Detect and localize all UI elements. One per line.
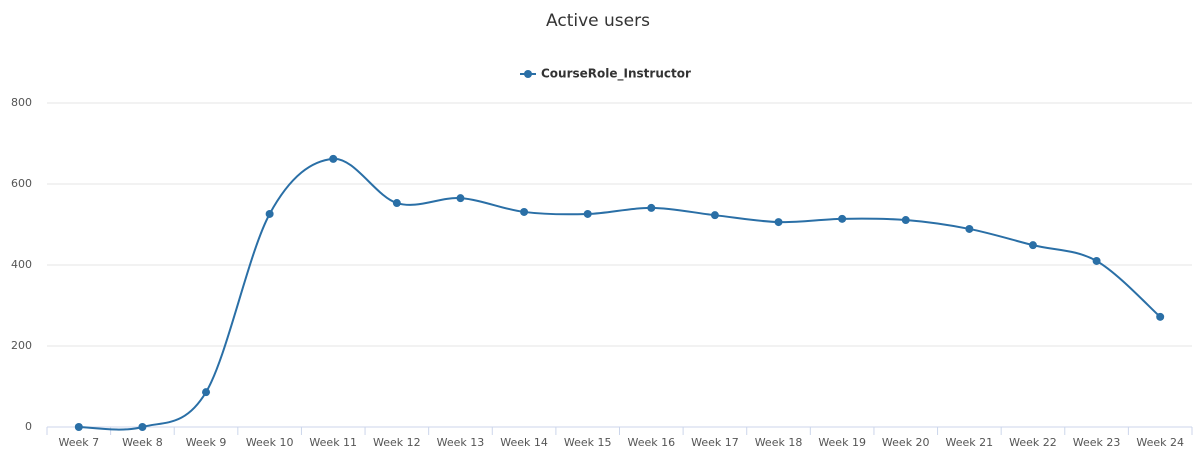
x-tick-label: Week 7 (58, 436, 99, 449)
x-tick-label: Week 21 (946, 436, 994, 449)
x-tick-label: Week 17 (691, 436, 739, 449)
point-marker (965, 224, 974, 233)
point-marker (647, 203, 656, 212)
x-tick-label: Week 14 (500, 436, 548, 449)
x-tick-label: Week 9 (186, 436, 227, 449)
point-marker (1092, 256, 1101, 265)
x-tick-label: Week 23 (1073, 436, 1121, 449)
point-marker (774, 218, 783, 227)
y-tick-label: 200 (11, 339, 32, 352)
point-marker (202, 388, 211, 397)
x-tick-label: Week 18 (755, 436, 803, 449)
point-marker (392, 199, 401, 208)
point-marker (901, 216, 910, 225)
x-tick-label: Week 11 (309, 436, 357, 449)
point-marker (838, 214, 847, 223)
chart-title: Active users (546, 11, 650, 31)
point-marker (74, 423, 83, 431)
point-marker (329, 154, 338, 163)
legend-symbol (524, 70, 532, 78)
x-tick-label: Week 19 (818, 436, 866, 449)
point-marker (1028, 241, 1037, 250)
x-tick-label: Week 15 (564, 436, 612, 449)
point-marker (456, 194, 465, 203)
y-tick-label: 400 (11, 258, 32, 271)
point-marker (1156, 312, 1165, 321)
x-tick-label: Week 13 (437, 436, 485, 449)
x-tick-label: Week 12 (373, 436, 421, 449)
point-marker (583, 209, 592, 218)
x-tick-label: Week 16 (627, 436, 675, 449)
point-marker (138, 423, 147, 431)
y-tick-label: 800 (11, 96, 32, 109)
x-tick-label: Week 8 (122, 436, 163, 449)
y-tick-label: 600 (11, 177, 32, 190)
y-tick-label: 0 (25, 420, 32, 433)
point-marker (265, 209, 274, 218)
legend-label: CourseRole_Instructor (541, 67, 691, 82)
x-tick-label: Week 10 (246, 436, 294, 449)
point-marker (520, 207, 529, 216)
point-marker (710, 211, 719, 220)
series-line (78, 157, 1161, 431)
x-tick-label: Week 24 (1136, 436, 1184, 449)
x-tick-label: Week 22 (1009, 436, 1057, 449)
x-tick-label: Week 20 (882, 436, 930, 449)
